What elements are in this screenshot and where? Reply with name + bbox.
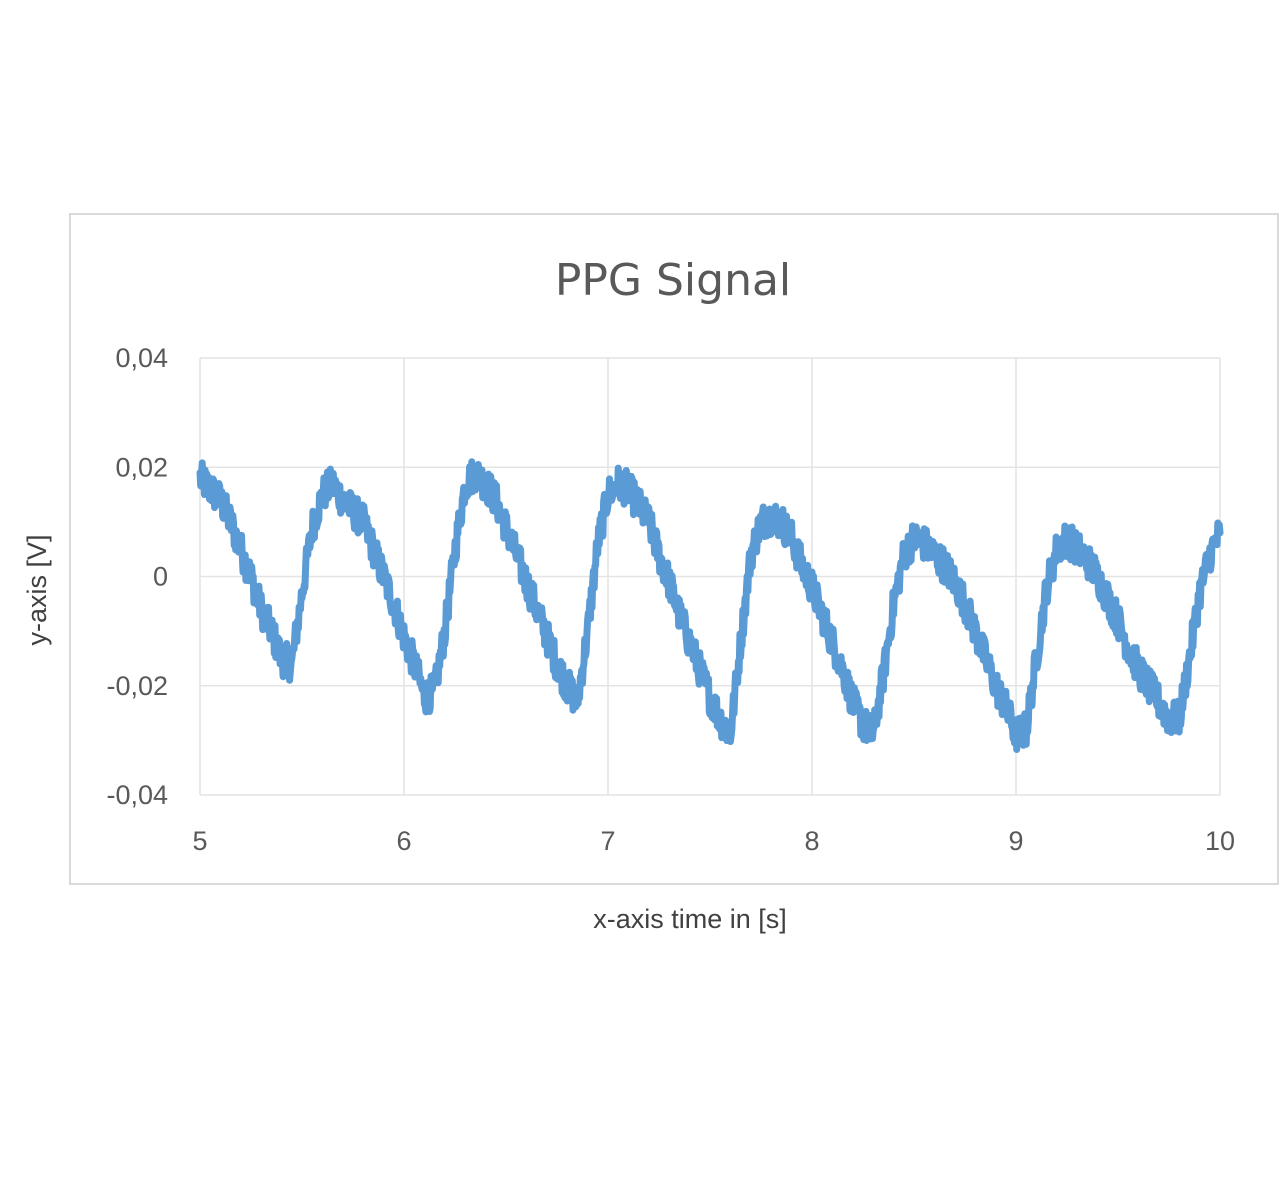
x-tick-label: 9 [1008,826,1023,856]
y-tick-labels: 0,04 0,02 0 -0,02 -0,04 [106,343,168,810]
series-line-ppg [196,458,1224,753]
y-tick-label: 0,02 [115,452,168,482]
y-tick-label: 0,04 [115,343,168,373]
x-tick-label: 5 [192,826,207,856]
series-layer [196,458,1224,753]
x-tick-label: 8 [804,826,819,856]
x-tick-label: 7 [600,826,615,856]
y-tick-label: 0 [153,562,168,592]
x-axis-label: x-axis time in [s] [593,904,787,934]
x-tick-label: 10 [1205,826,1235,856]
x-tick-labels: 5 6 7 8 9 10 [192,826,1235,856]
chart-frame [69,213,1279,885]
x-tick-label: 6 [396,826,411,856]
y-tick-label: -0,02 [106,671,168,701]
chart-title: PPG Signal [555,255,791,306]
y-tick-label: -0,04 [106,780,168,810]
y-axis-label: y-axis [V] [22,534,52,645]
